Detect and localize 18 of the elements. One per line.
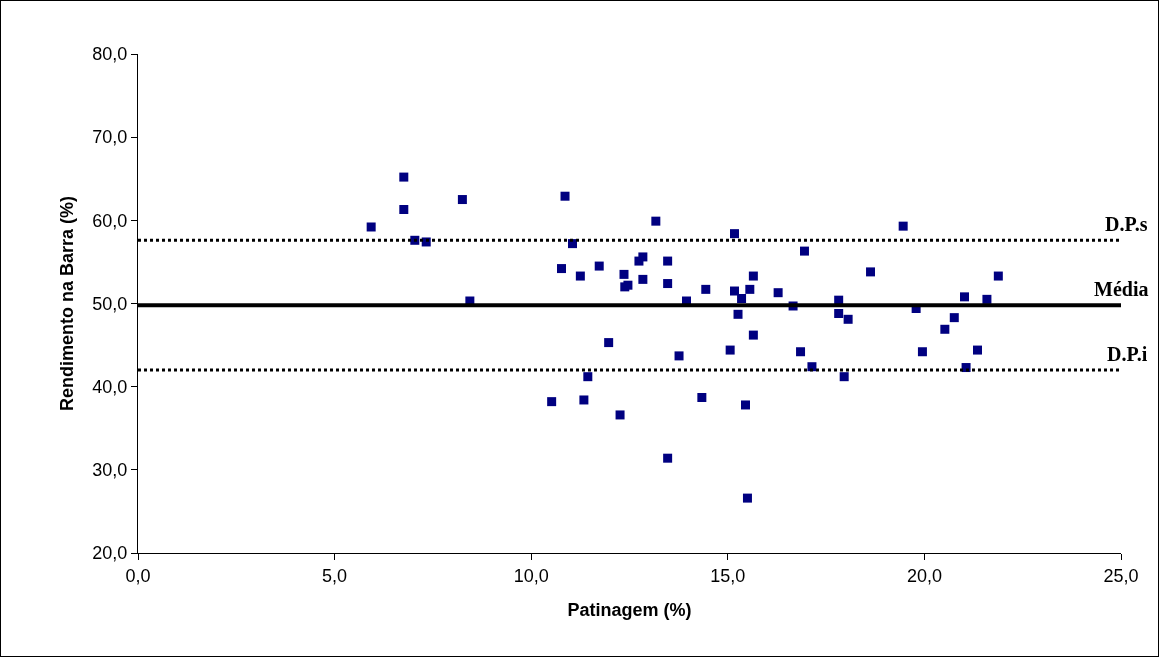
- y-tick-label: 70,0: [92, 127, 128, 148]
- ref-line-label: D.P.i: [1107, 343, 1148, 365]
- x-tick-label: 25,0: [1103, 565, 1139, 586]
- y-tick-label: 40,0: [92, 376, 128, 397]
- ref-line-label: Média: [1094, 278, 1149, 300]
- ref-line-label: D.P.s: [1105, 213, 1148, 235]
- x-axis-title: Patinagem (%): [567, 599, 692, 620]
- y-tick-label: 80,0: [92, 44, 128, 65]
- y-tick-label: 60,0: [92, 210, 128, 231]
- y-axis-title: Rendimento na Barra (%): [56, 195, 77, 412]
- x-tick-label: 5,0: [322, 565, 348, 586]
- x-tick-label: 20,0: [906, 565, 942, 586]
- y-tick-label: 30,0: [92, 460, 128, 481]
- y-tick-label: 50,0: [92, 293, 128, 314]
- y-tick-label: 20,0: [92, 543, 128, 564]
- x-tick-label: 15,0: [710, 565, 746, 586]
- x-tick-label: 10,0: [513, 565, 549, 586]
- x-tick-label: 0,0: [125, 565, 151, 586]
